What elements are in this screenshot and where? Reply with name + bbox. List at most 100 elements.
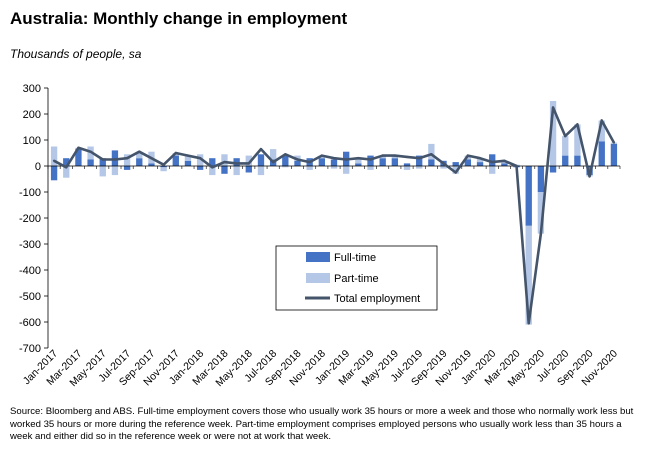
bar-part-time <box>598 120 605 142</box>
legend-label-part-time: Part-time <box>334 273 379 285</box>
bar-full-time <box>501 163 508 166</box>
point-total-employment <box>466 154 470 157</box>
source-note: Source: Bloomberg and ABS. Full-time emp… <box>10 406 634 442</box>
bar-part-time <box>160 167 167 172</box>
legend-box <box>275 245 438 311</box>
legend: Full-time Part-time Total employment <box>275 245 438 311</box>
point-total-employment <box>527 322 530 325</box>
bar-part-time <box>245 155 252 166</box>
bar-part-time <box>525 225 532 325</box>
y-tick-label: 100 <box>23 135 41 147</box>
bar-part-time <box>50 146 58 166</box>
point-total-employment <box>247 162 251 165</box>
bar-full-time <box>63 158 70 166</box>
bar-part-time <box>562 136 569 156</box>
bar-part-time <box>136 151 143 159</box>
bar-full-time <box>123 166 131 170</box>
bar-full-time <box>221 166 228 174</box>
point-total-employment <box>113 158 117 161</box>
point-total-employment <box>588 175 591 178</box>
point-total-employment <box>491 160 494 164</box>
bar-part-time <box>489 166 496 174</box>
bar-full-time <box>403 163 411 166</box>
bar-full-time <box>476 162 484 166</box>
point-total-employment <box>101 158 104 161</box>
y-tick-label: 200 <box>23 109 41 121</box>
y-tick-label: -700 <box>19 343 41 355</box>
bar-part-time <box>330 166 338 169</box>
bar-part-time <box>184 155 192 161</box>
bar-part-time <box>257 166 265 176</box>
bar-full-time <box>549 166 557 173</box>
y-tick-label: 300 <box>23 83 41 95</box>
chart-title: Australia: Monthly change in employment <box>10 9 348 28</box>
chart-subtitle: Thousands of people, sa <box>10 47 142 61</box>
point-total-employment <box>211 166 214 169</box>
bar-full-time <box>391 158 399 166</box>
point-total-employment <box>65 166 68 169</box>
bar-part-time <box>476 158 484 163</box>
point-total-employment <box>271 160 275 164</box>
bar-full-time <box>184 160 192 166</box>
line-layer <box>52 106 616 325</box>
y-tick-label: -200 <box>19 213 41 225</box>
bar-part-time <box>99 166 106 177</box>
y-tick-label: -500 <box>19 291 41 303</box>
bar-full-time <box>50 166 58 181</box>
bar-full-time <box>379 158 386 166</box>
point-total-employment <box>539 232 543 235</box>
bar-part-time <box>282 166 289 168</box>
bar-full-time <box>464 159 472 166</box>
bar-full-time <box>75 149 82 166</box>
bar-full-time <box>99 158 106 166</box>
bar-part-time <box>221 154 228 166</box>
point-total-employment <box>308 160 311 164</box>
bar-full-time <box>294 160 301 166</box>
legend-label-full-time: Full-time <box>334 252 376 264</box>
point-total-employment <box>150 157 153 160</box>
point-total-employment <box>162 163 165 166</box>
point-total-employment <box>259 147 263 151</box>
point-total-employment <box>174 151 177 155</box>
point-total-employment <box>369 158 372 161</box>
bar-part-time <box>428 143 435 160</box>
point-total-employment <box>344 158 348 161</box>
point-total-employment <box>89 150 92 153</box>
bar-full-time <box>148 163 155 166</box>
bar-part-time <box>306 166 313 170</box>
point-total-employment <box>503 159 506 162</box>
bar-part-time <box>63 166 70 178</box>
point-total-employment <box>381 154 384 157</box>
bar-full-time <box>245 166 252 173</box>
point-total-employment <box>454 171 457 174</box>
bar-full-time <box>610 143 618 166</box>
point-total-employment <box>52 159 56 162</box>
bar-full-time <box>574 155 581 166</box>
point-total-employment <box>576 123 579 126</box>
bar-full-time <box>172 155 179 166</box>
point-total-employment <box>478 157 482 160</box>
bar-part-time <box>574 124 581 156</box>
point-total-employment <box>357 157 360 160</box>
bar-part-time <box>196 154 204 166</box>
point-total-employment <box>600 119 603 122</box>
legend-swatch-part-time <box>306 273 330 283</box>
point-total-employment <box>77 146 80 149</box>
y-tick-label: -400 <box>19 265 41 277</box>
bar-part-time <box>111 166 119 176</box>
bar-full-time <box>355 163 362 166</box>
bar-part-time <box>233 166 240 176</box>
bar-full-time <box>160 166 167 168</box>
bar-part-time <box>123 154 131 166</box>
bar-part-time <box>209 166 216 176</box>
point-total-employment <box>612 141 616 144</box>
bar-part-time <box>537 192 545 234</box>
bar-part-time <box>452 166 459 174</box>
bar-part-time <box>416 166 423 169</box>
bar-full-time <box>282 155 289 166</box>
bar-part-time <box>355 158 362 164</box>
point-total-employment <box>320 154 324 157</box>
point-total-employment <box>284 153 287 156</box>
bar-full-time <box>452 162 459 166</box>
point-total-employment <box>296 158 299 161</box>
